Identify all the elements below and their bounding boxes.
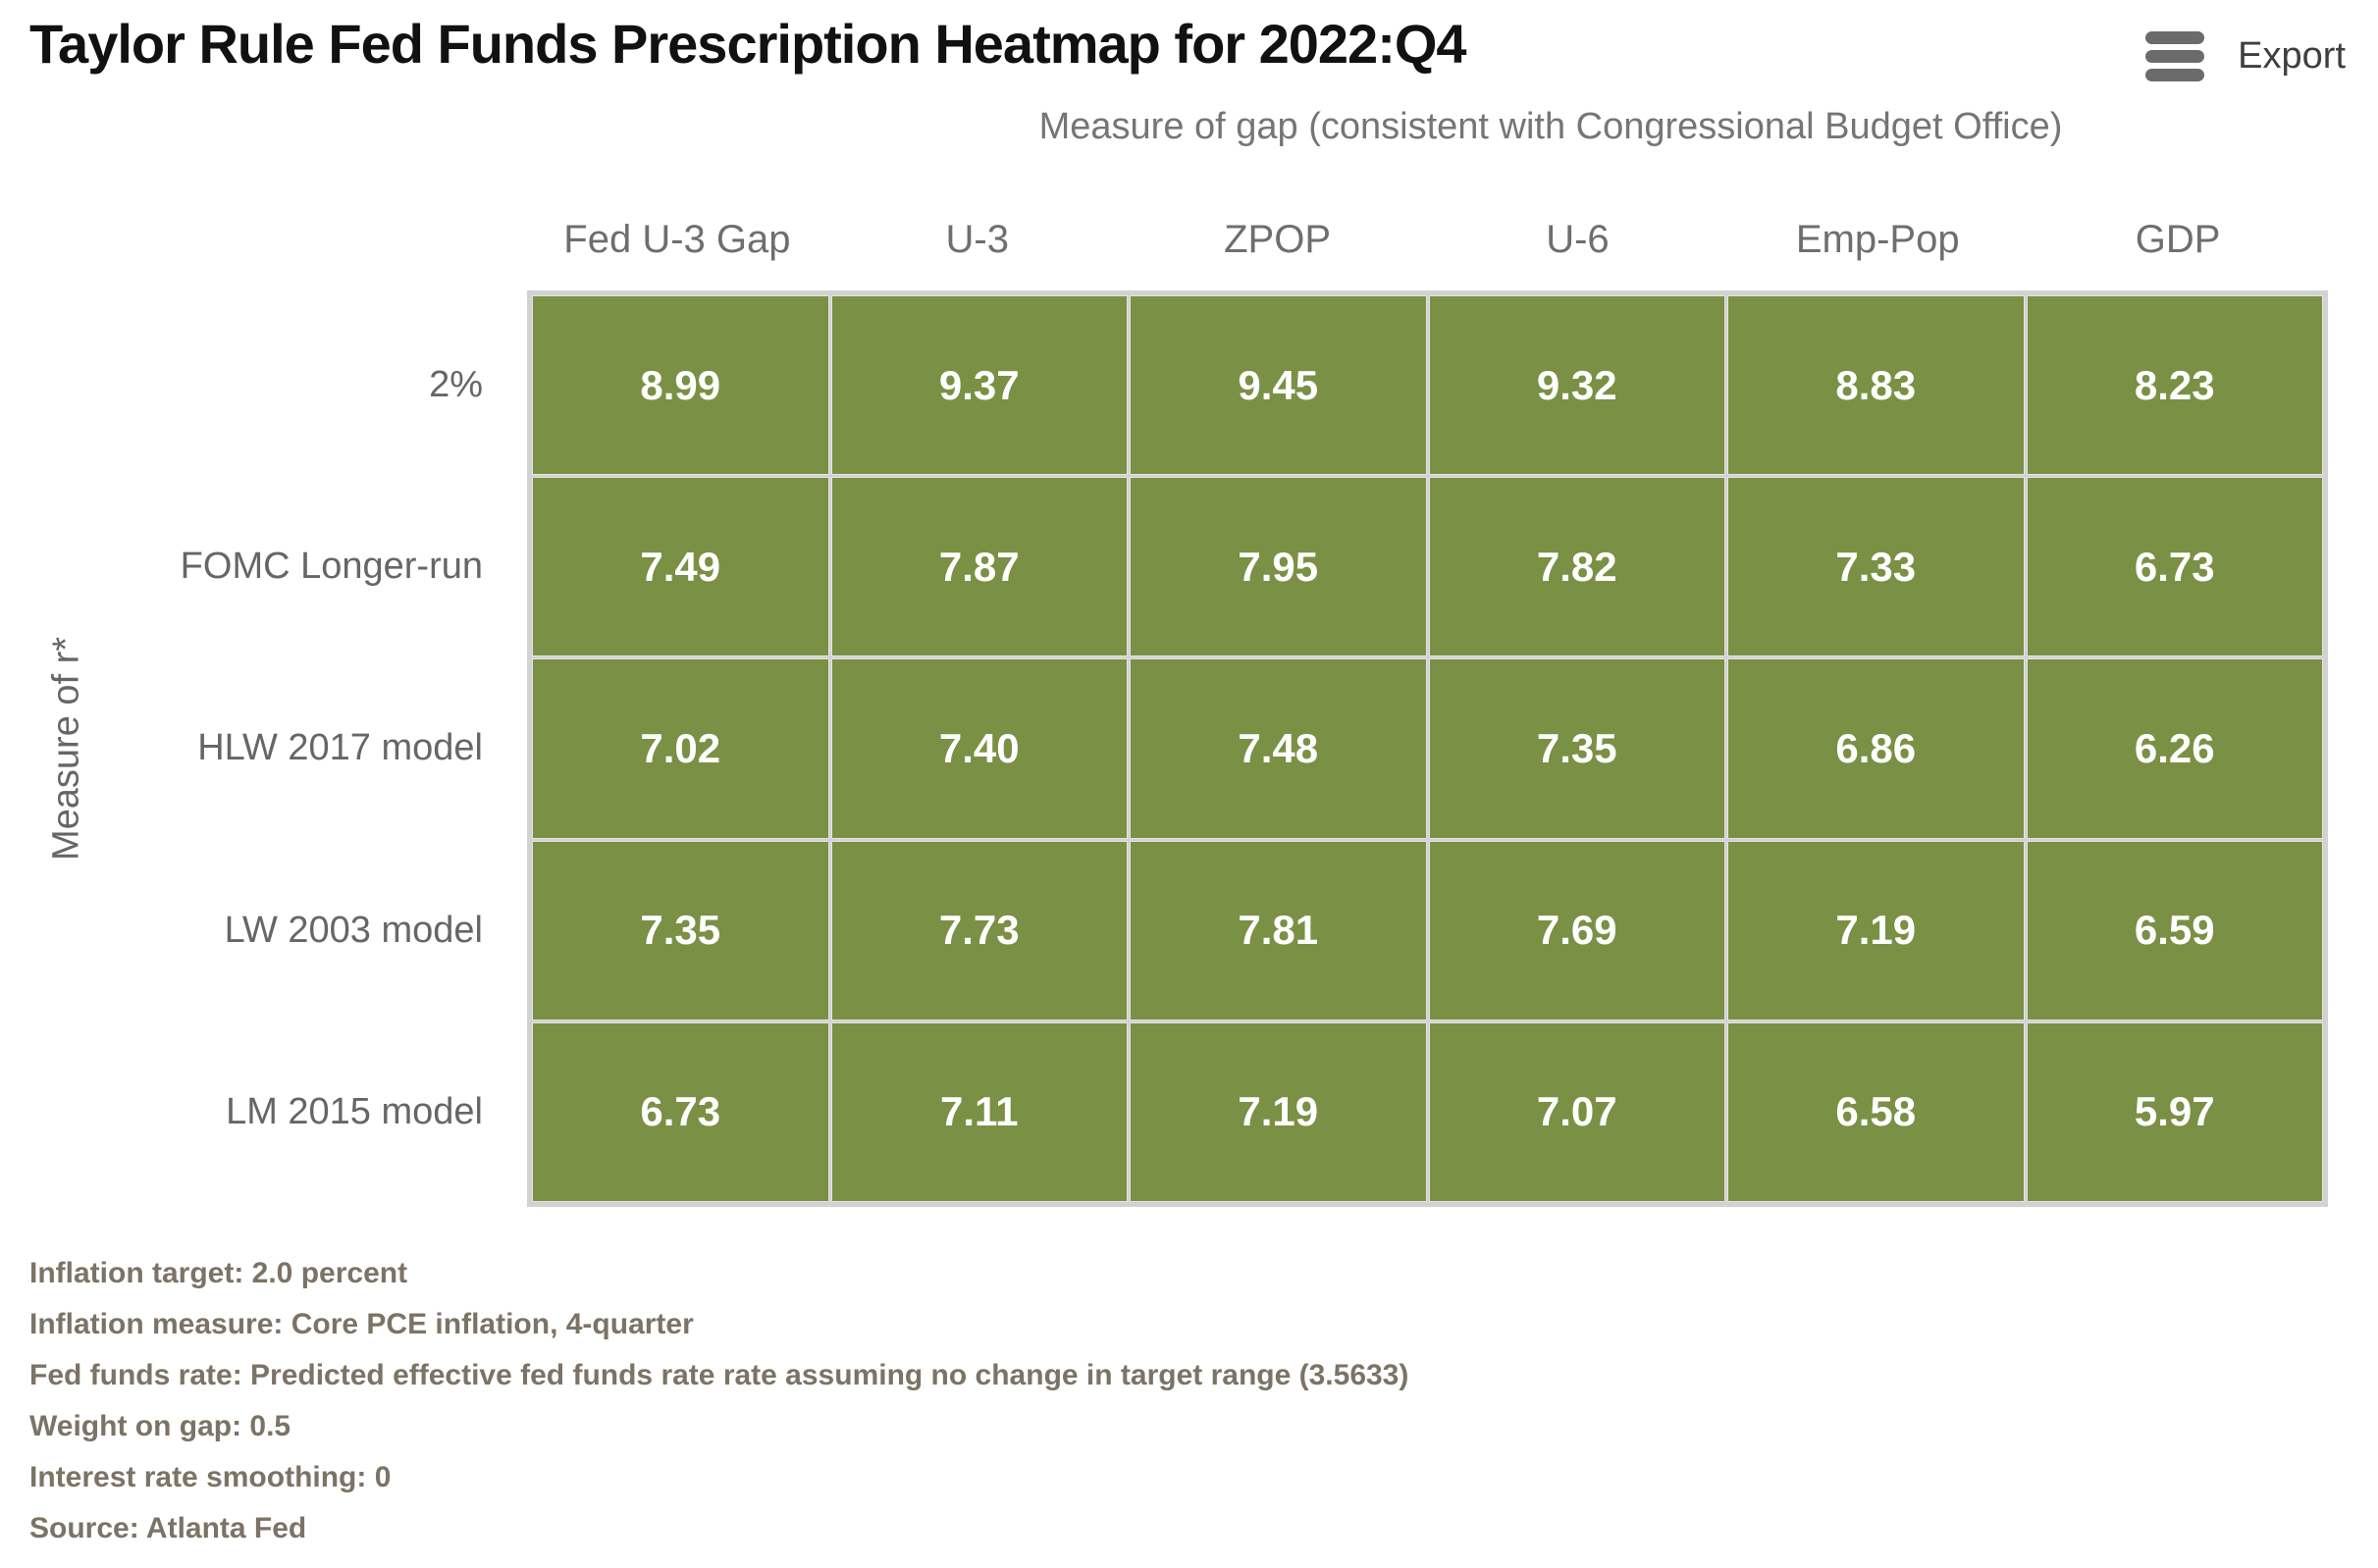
heatmap-cell-lw-2003-model-u-3[interactable]: 7.73 (831, 841, 1127, 1019)
heatmap-cell-fomc-longer-run-emp-pop[interactable]: 7.33 (1728, 478, 2024, 656)
x-axis-title: Measure of gap (consistent with Congress… (1038, 106, 2063, 147)
heatmap-cell-2-u-3[interactable]: 9.37 (831, 296, 1127, 475)
heatmap-cell-2-zpop[interactable]: 9.45 (1131, 296, 1426, 475)
export-button-label: Export (2238, 35, 2346, 77)
hamburger-menu-icon[interactable] (2145, 31, 2205, 81)
row-label-2: 2% (429, 364, 483, 406)
heatmap-cell-2-gdp[interactable]: 8.23 (2027, 296, 2322, 475)
heatmap-grid: 8.99 9.37 9.45 9.32 8.83 8.23 7.49 7.87 7.95 7.82… (527, 290, 2328, 1207)
column-header-u-3: U-3 (945, 218, 1009, 261)
heatmap-cell-lm-2015-model-gdp[interactable]: 5.97 (2027, 1022, 2322, 1201)
heatmap-cell-hlw-2017-model-u-3[interactable]: 7.40 (831, 659, 1127, 838)
footnote-line-1: Inflation target: 2.0 percent (29, 1257, 408, 1289)
heatmap-cell-fomc-longer-run-fed-u-3-gap[interactable]: 7.49 (533, 478, 828, 656)
export-button[interactable]: Export (2145, 31, 2346, 81)
heatmap-cell-lw-2003-model-zpop[interactable]: 7.81 (1131, 841, 1426, 1019)
row-label-hlw-2017-model: HLW 2017 model (197, 727, 483, 769)
heatmap-cell-lm-2015-model-u-3[interactable]: 7.11 (831, 1022, 1127, 1201)
heatmap-cell-lw-2003-model-gdp[interactable]: 6.59 (2027, 841, 2322, 1019)
footnote-line-4: Weight on gap: 0.5 (29, 1410, 291, 1442)
column-header-zpop: ZPOP (1224, 218, 1332, 261)
column-header-u-6: U-6 (1546, 218, 1610, 261)
row-labels: 2% FOMC Longer-run HLW 2017 model LW 2003 m… (0, 290, 483, 1207)
heatmap-cell-2-u-6[interactable]: 9.32 (1429, 296, 1724, 475)
heatmap-cell-2-fed-u-3-gap[interactable]: 8.99 (533, 296, 828, 475)
row-label-lw-2003-model: LW 2003 model (224, 909, 483, 951)
heatmap-cell-lm-2015-model-fed-u-3-gap[interactable]: 6.73 (533, 1022, 828, 1201)
column-header-emp-pop: Emp-Pop (1795, 218, 1960, 261)
row-label-lm-2015-model: LM 2015 model (226, 1090, 483, 1132)
heatmap-cell-lw-2003-model-fed-u-3-gap[interactable]: 7.35 (533, 841, 828, 1019)
heatmap-cell-lw-2003-model-u-6[interactable]: 7.69 (1429, 841, 1724, 1019)
footnote-line-6: Source: Atlanta Fed (29, 1512, 307, 1544)
column-header-gdp: GDP (2135, 218, 2221, 261)
heatmap-cell-fomc-longer-run-gdp[interactable]: 6.73 (2027, 478, 2322, 656)
heatmap-cell-fomc-longer-run-u-3[interactable]: 7.87 (831, 478, 1127, 656)
heatmap-cell-hlw-2017-model-fed-u-3-gap[interactable]: 7.02 (533, 659, 828, 838)
column-headers: Fed U-3 Gap U-3 ZPOP U-6 Emp-Pop GDP (527, 218, 2328, 262)
heatmap-cell-fomc-longer-run-zpop[interactable]: 7.95 (1131, 478, 1426, 656)
heatmap-cell-hlw-2017-model-u-6[interactable]: 7.35 (1429, 659, 1724, 838)
heatmap-cell-fomc-longer-run-u-6[interactable]: 7.82 (1429, 478, 1724, 656)
row-label-fomc-longer-run: FOMC Longer-run (180, 546, 483, 588)
column-header-fed-u-3-gap: Fed U-3 Gap (563, 218, 791, 261)
heatmap-cell-hlw-2017-model-gdp[interactable]: 6.26 (2027, 659, 2322, 838)
chart-title: Taylor Rule Fed Funds Prescription Heatm… (29, 13, 1467, 75)
heatmap-cell-lm-2015-model-emp-pop[interactable]: 6.58 (1728, 1022, 2024, 1201)
heatmap-cell-hlw-2017-model-emp-pop[interactable]: 6.86 (1728, 659, 2024, 838)
footnote-line-5: Interest rate smoothing: 0 (29, 1461, 392, 1493)
footnotes: Inflation target: 2.0 percent Inflation m… (29, 1248, 1408, 1554)
footnote-line-2: Inflation measure: Core PCE inflation, 4… (29, 1308, 694, 1340)
heatmap-cell-lm-2015-model-zpop[interactable]: 7.19 (1131, 1022, 1426, 1201)
heatmap-cell-lm-2015-model-u-6[interactable]: 7.07 (1429, 1022, 1724, 1201)
heatmap-cell-hlw-2017-model-zpop[interactable]: 7.48 (1131, 659, 1426, 838)
heatmap-cell-2-emp-pop[interactable]: 8.83 (1728, 296, 2024, 475)
heatmap-cell-lw-2003-model-emp-pop[interactable]: 7.19 (1728, 841, 2024, 1019)
footnote-line-3: Fed funds rate: Predicted effective fed … (29, 1359, 1409, 1391)
